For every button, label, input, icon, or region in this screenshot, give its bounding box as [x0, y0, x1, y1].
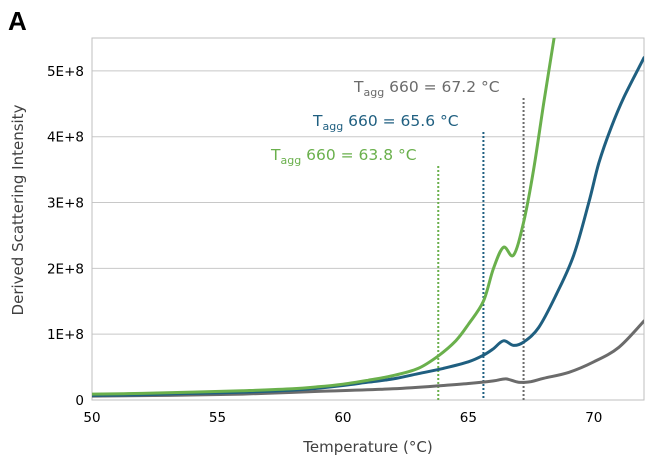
grid: [92, 70, 644, 335]
x-tick-label: 65: [460, 410, 477, 426]
annotation-green-sub: agg: [280, 154, 301, 167]
annotation-grey-sub: agg: [363, 86, 384, 99]
y-tick-labels: 0 1E+8 2E+8 3E+8 4E+8 5E+8: [47, 64, 84, 409]
x-tick-label: 70: [585, 410, 602, 426]
series-lines: [92, 38, 644, 398]
x-tick-label: 55: [209, 410, 226, 426]
y-tick-label: 4E+8: [47, 130, 84, 146]
y-tick-label: 2E+8: [47, 261, 84, 277]
x-tick-labels: 50 55 60 65 70: [83, 410, 602, 426]
annotation-blue-base: T: [312, 112, 323, 130]
panel-label: A: [8, 6, 27, 36]
y-axis-label: Derived Scattering Intensity: [9, 104, 27, 315]
annotation-tagg-green: Tagg 660 = 63.8 °C: [270, 146, 417, 167]
annotation-blue-sub: agg: [322, 120, 343, 133]
annotation-grey-rest: 660 = 67.2 °C: [384, 78, 499, 96]
y-tick-label: 1E+8: [47, 327, 84, 343]
y-tick-label: 3E+8: [47, 196, 84, 212]
tagg-marker-lines: [437, 98, 525, 400]
annotation-grey-base: T: [353, 78, 364, 96]
series-line-green: [92, 38, 556, 396]
x-axis-label: Temperature (°C): [302, 438, 432, 456]
series-line-blue: [92, 56, 644, 397]
plot-frame: [91, 37, 645, 401]
annotation-green-rest: 660 = 63.8 °C: [301, 146, 416, 164]
annotation-blue-rest: 660 = 65.6 °C: [343, 112, 458, 130]
x-tick-label: 60: [334, 410, 351, 426]
series-line-grey: [92, 319, 644, 398]
annotation-tagg-grey: Tagg 660 = 67.2 °C: [353, 78, 500, 99]
y-tick-label: 0: [75, 393, 84, 409]
annotation-tagg-blue: Tagg 660 = 65.6 °C: [312, 112, 459, 133]
annotation-green-base: T: [270, 146, 281, 164]
y-tick-label: 5E+8: [47, 64, 84, 80]
x-tick-label: 50: [83, 410, 100, 426]
